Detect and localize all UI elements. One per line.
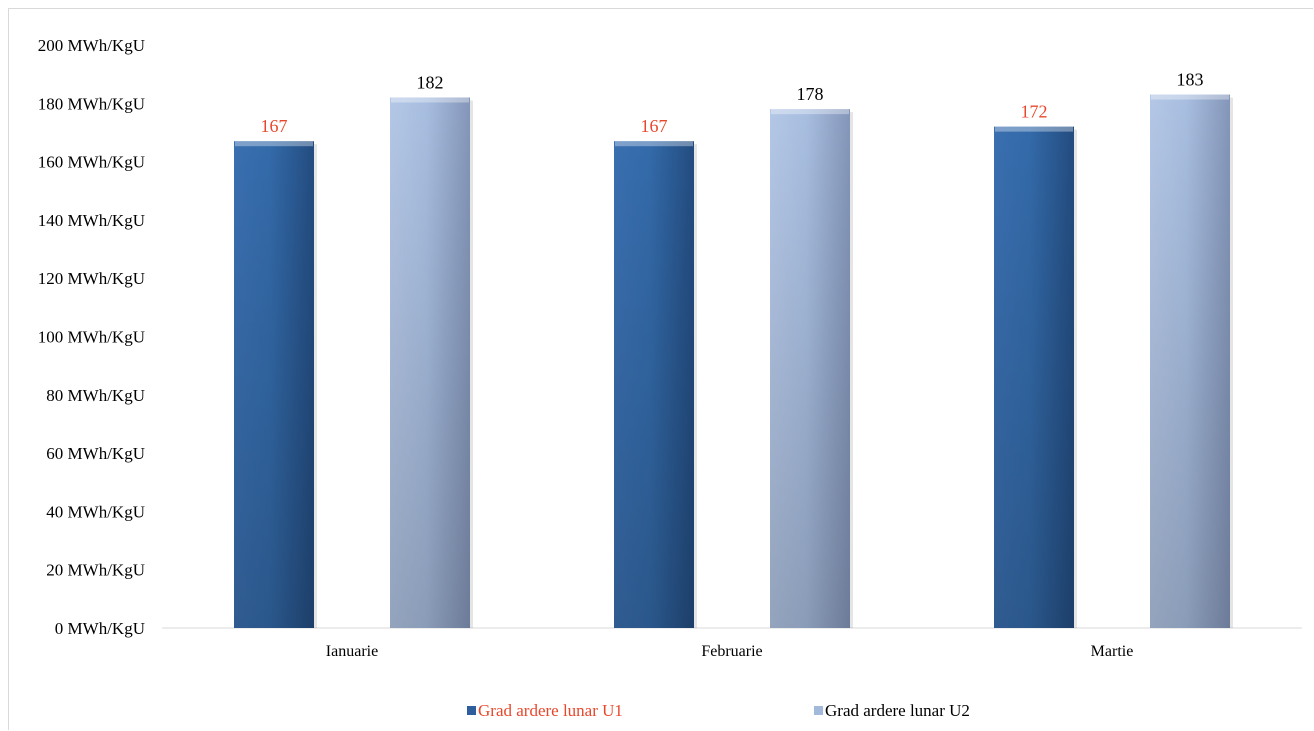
y-tick-label: 200 MWh/KgU [38, 36, 145, 55]
y-tick-label: 180 MWh/KgU [38, 94, 145, 113]
y-axis: 0 MWh/KgU 20 MWh/KgU 40 MWh/KgU 60 MWh/KgU 8… [38, 36, 145, 638]
data-label: 178 [797, 84, 824, 104]
y-tick-label: 60 MWh/KgU [46, 444, 145, 463]
legend-swatch [814, 706, 823, 715]
legend-swatch [467, 706, 476, 715]
bar-shade [1150, 94, 1230, 629]
data-label: 167 [641, 116, 668, 136]
bar-bevel [391, 97, 469, 103]
bar-bevel [771, 109, 849, 115]
data-label: 167 [261, 116, 288, 136]
y-tick-label: 120 MWh/KgU [38, 269, 145, 288]
chart-frame [8, 8, 1313, 730]
data-label: 172 [1021, 102, 1048, 122]
bar-shade [234, 141, 314, 628]
y-tick-label: 100 MWh/KgU [38, 328, 145, 347]
bar-shade [614, 141, 694, 628]
bars: 167 182 167 178 172 183 [234, 70, 1233, 629]
y-tick-label: 160 MWh/KgU [38, 153, 145, 172]
y-tick-label: 80 MWh/KgU [46, 386, 145, 405]
bar-shade [994, 126, 1074, 629]
x-axis: Ianuarie Februarie Martie [162, 627, 1302, 660]
x-tick-label: Februarie [701, 643, 762, 660]
bar-bevel [995, 126, 1073, 132]
y-tick-label: 20 MWh/KgU [46, 561, 145, 580]
y-tick-label: 40 MWh/KgU [46, 502, 145, 521]
data-label: 183 [1177, 70, 1204, 90]
bar-bevel [235, 141, 313, 147]
bar-bevel [1151, 94, 1229, 100]
x-tick-label: Martie [1091, 643, 1134, 660]
legend: Grad ardere lunar U1 Grad ardere lunar U2 [467, 701, 970, 720]
data-label: 182 [417, 72, 444, 92]
bar-shade [770, 109, 850, 628]
legend-label: Grad ardere lunar U2 [825, 701, 970, 720]
y-tick-label: 0 MWh/KgU [55, 619, 145, 638]
y-tick-label: 140 MWh/KgU [38, 211, 145, 230]
bar-shade [390, 97, 470, 629]
x-tick-label: Ianuarie [326, 643, 378, 660]
bar-bevel [615, 141, 693, 147]
legend-label: Grad ardere lunar U1 [478, 701, 623, 720]
